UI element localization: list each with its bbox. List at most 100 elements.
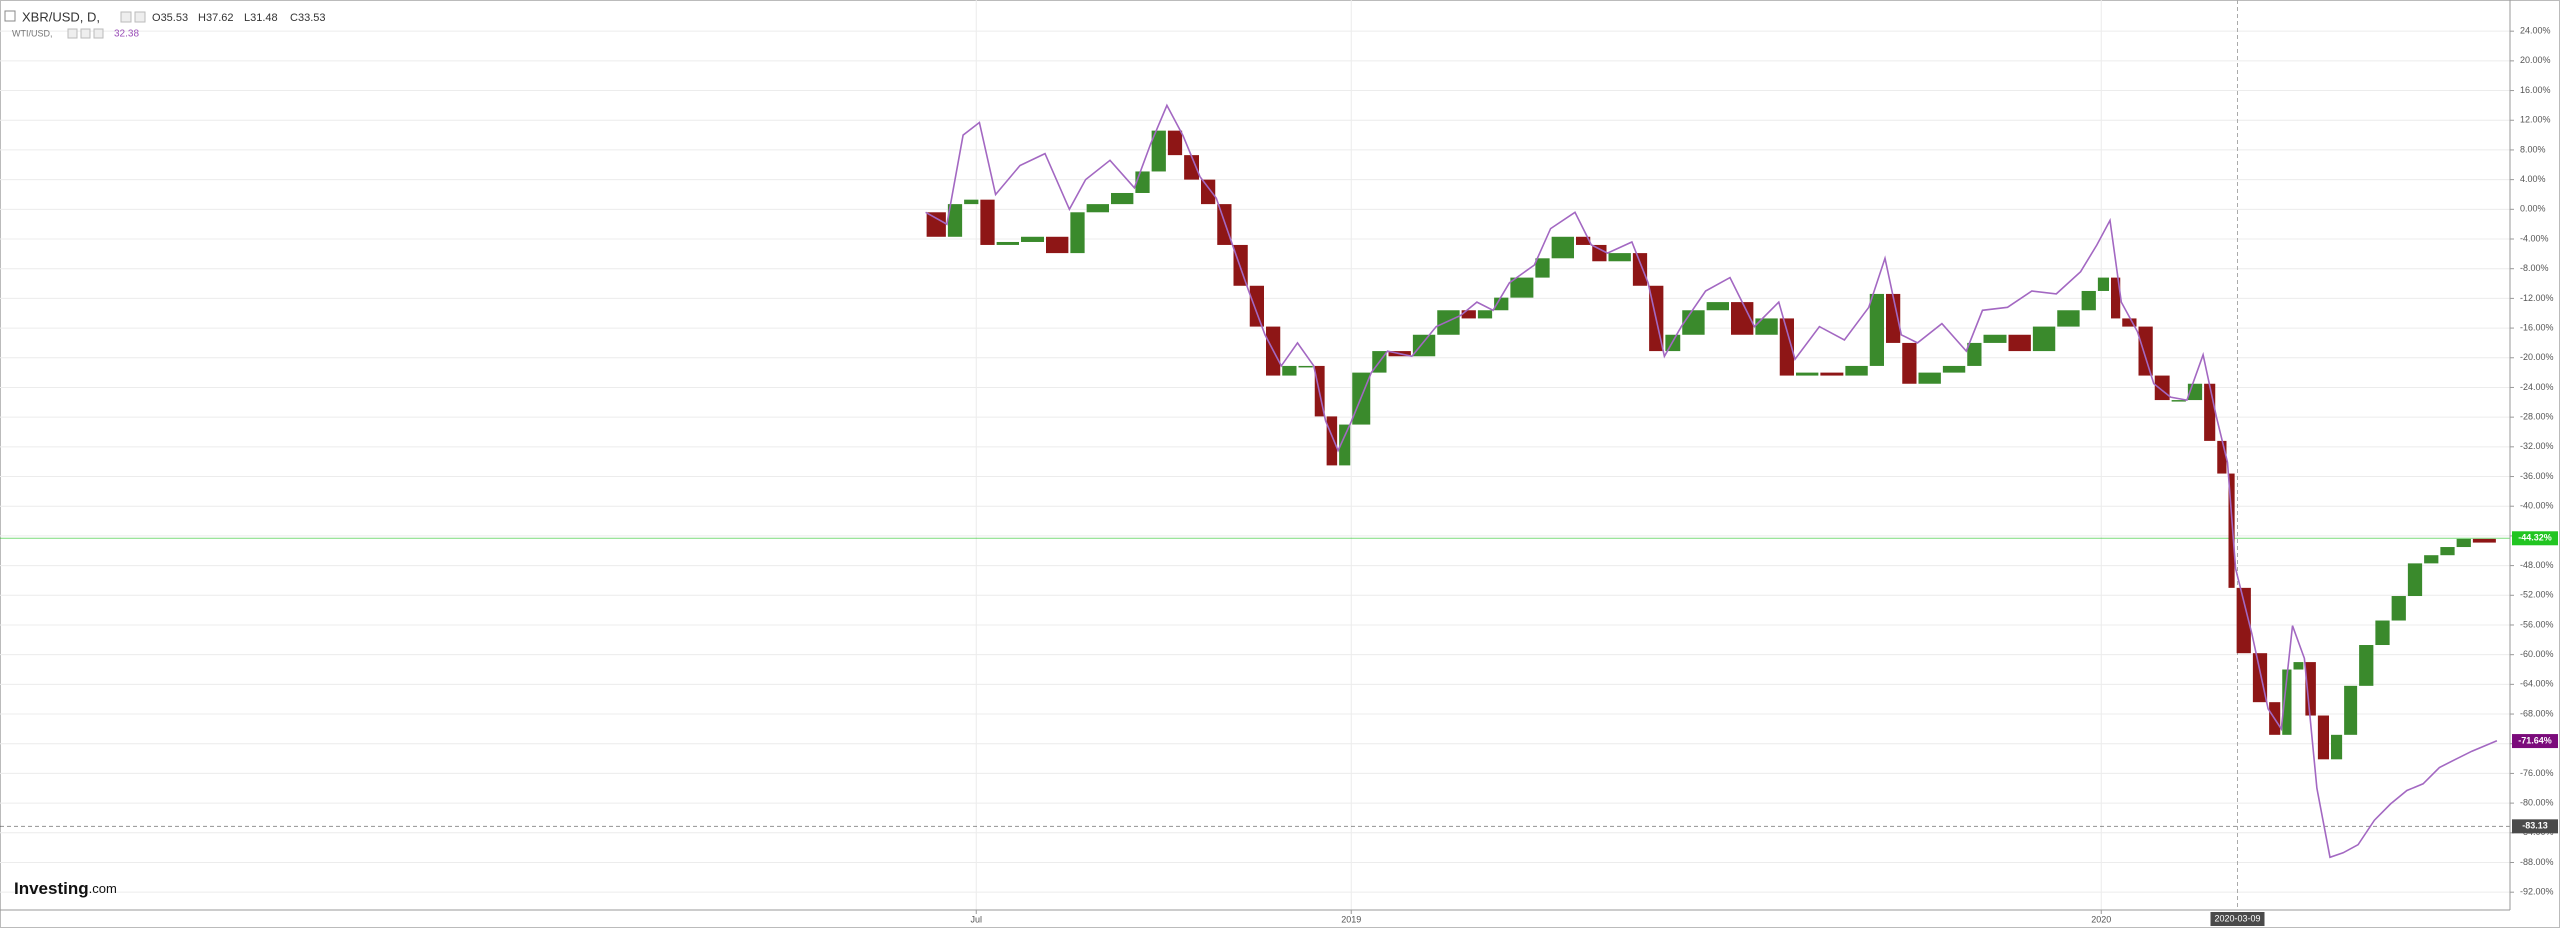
candle [2282,669,2292,735]
candle [1021,236,1044,242]
candle [1086,204,1109,213]
settings-icon[interactable] [93,28,104,39]
x-tick-label: 2019 [1341,914,1361,924]
x-tick-label: 2020 [2091,914,2111,924]
watermark: Investing.com [14,879,117,898]
candle [1576,236,1591,245]
candle [2171,400,2186,402]
candle [947,204,963,237]
candle [1437,310,1460,335]
candle [1298,365,1313,368]
candle [2359,645,2374,686]
y-tick-label: 20.00% [2520,55,2551,65]
candle [2122,318,2137,327]
candle [1167,130,1183,156]
ohlc-label: H [198,12,206,24]
candle [1535,258,1550,278]
y-tick-label: -24.00% [2520,382,2554,392]
y-tick-label: -40.00% [2520,501,2554,511]
y-tick-label: -60.00% [2520,649,2554,659]
y-tick-label: -52.00% [2520,590,2554,600]
candle [996,241,1019,245]
candle [964,199,979,205]
candle [2097,277,2109,291]
candle [1477,310,1493,319]
candle [1135,171,1150,193]
candle [2154,375,2170,401]
y-tick-label: -80.00% [2520,797,2554,807]
candle [1326,416,1338,466]
y-tick-label: -76.00% [2520,768,2554,778]
candle [1845,365,1868,376]
ohlc-value: 31.48 [250,12,278,24]
candle [2008,334,2031,352]
candle [1551,236,1574,259]
candle [2057,310,2080,327]
y-tick-label: -88.00% [2520,857,2554,867]
y-tick-label: -20.00% [2520,352,2554,362]
crosshair-label: 2020-03-09 [2214,913,2260,923]
price-label-box [2512,819,2558,834]
candle [1796,372,1819,376]
compare-symbol: WTI/USD, [12,28,53,38]
candle [1339,424,1351,466]
candle [1869,293,1884,366]
price-label-box [2512,531,2558,546]
candle [2081,290,2096,311]
settings-icon[interactable] [80,28,91,39]
y-tick-label: 12.00% [2520,115,2551,125]
settings-icon[interactable] [120,11,132,23]
candle [1510,277,1534,298]
price-label: -71.64% [2518,735,2552,745]
candle [1233,244,1248,286]
candle [2293,662,2304,670]
candle [2440,547,2455,556]
watermark-brand: Investing [14,879,89,898]
candle [2305,662,2316,716]
candle [1592,244,1607,262]
candle [2456,538,2471,548]
y-tick-label: 4.00% [2520,174,2546,184]
candle [2344,685,2358,735]
candle [1967,342,1982,366]
candle [2317,715,2329,760]
candle [1282,365,1297,376]
ohlc-item: O35.53 [152,12,188,24]
ohlc-label: C [290,12,298,24]
candle [1070,212,1085,254]
y-tick-label: -68.00% [2520,708,2554,718]
y-tick-label: -64.00% [2520,679,2554,689]
settings-icon[interactable] [67,28,78,39]
candle [1412,334,1436,357]
ohlc-value: 35.53 [161,12,189,24]
price-label-box [2512,734,2558,749]
candle [2391,596,2406,621]
candle [2228,473,2235,588]
y-tick-label: 24.00% [2520,26,2551,36]
y-tick-label: -32.00% [2520,441,2554,451]
candle [926,212,946,237]
series-line [925,103,2498,859]
candle [2111,277,2121,319]
candle [1201,179,1216,205]
candle [1111,192,1134,205]
collapse-icon[interactable] [4,10,16,22]
compare-value: 32.38 [114,29,139,40]
x-tick-label: Jul [970,914,982,924]
candle [2472,538,2496,543]
settings-icon[interactable] [134,11,146,23]
symbol: XBR/USD, D, [22,9,100,24]
y-tick-label: -92.00% [2520,887,2554,897]
ohlc-item: C33.53 [290,12,325,24]
candle [2217,440,2227,474]
candle [1755,318,1778,335]
y-tick-label: -8.00% [2520,263,2549,273]
candle [1151,130,1166,172]
ohlc-value: 33.53 [298,12,326,24]
y-tick-label: -28.00% [2520,412,2554,422]
candle [2424,555,2439,564]
